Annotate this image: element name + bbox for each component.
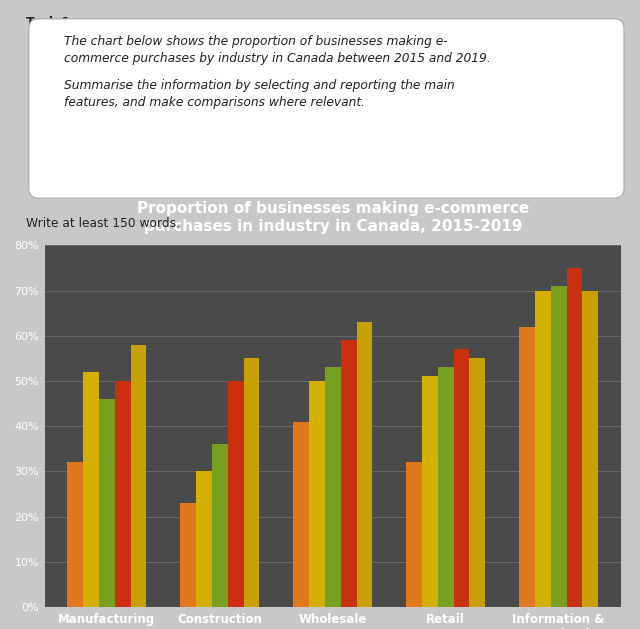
Bar (454, 349, 470, 607)
Bar (115, 381, 131, 607)
Bar (244, 359, 259, 607)
Bar (356, 322, 372, 607)
Bar (196, 471, 212, 607)
Bar (340, 340, 356, 607)
Bar (406, 462, 422, 607)
Bar (566, 268, 582, 607)
Bar (422, 376, 438, 607)
Title: Proportion of businesses making e-commerce
purchases in industry in Canada, 2015: Proportion of businesses making e-commer… (137, 201, 529, 235)
Bar (325, 367, 340, 607)
Bar (293, 421, 309, 607)
Text: Summarise the information by selecting and reporting the main
features, and make: Summarise the information by selecting a… (64, 79, 455, 109)
Bar (535, 291, 551, 607)
Bar (519, 326, 535, 607)
Bar (228, 381, 244, 607)
Bar (309, 381, 325, 607)
Bar (67, 462, 83, 607)
Bar (438, 367, 454, 607)
Bar (131, 345, 147, 607)
Bar (470, 359, 485, 607)
Text: The chart below shows the proportion of businesses making e-
commerce purchases : The chart below shows the proportion of … (64, 35, 491, 65)
Text: Write at least 150 words.: Write at least 150 words. (26, 217, 180, 230)
Bar (180, 503, 196, 607)
Bar (212, 444, 228, 607)
Bar (551, 286, 566, 607)
Bar (582, 291, 598, 607)
Text: Task 1: Task 1 (26, 16, 70, 29)
Bar (83, 372, 99, 607)
Bar (99, 399, 115, 607)
